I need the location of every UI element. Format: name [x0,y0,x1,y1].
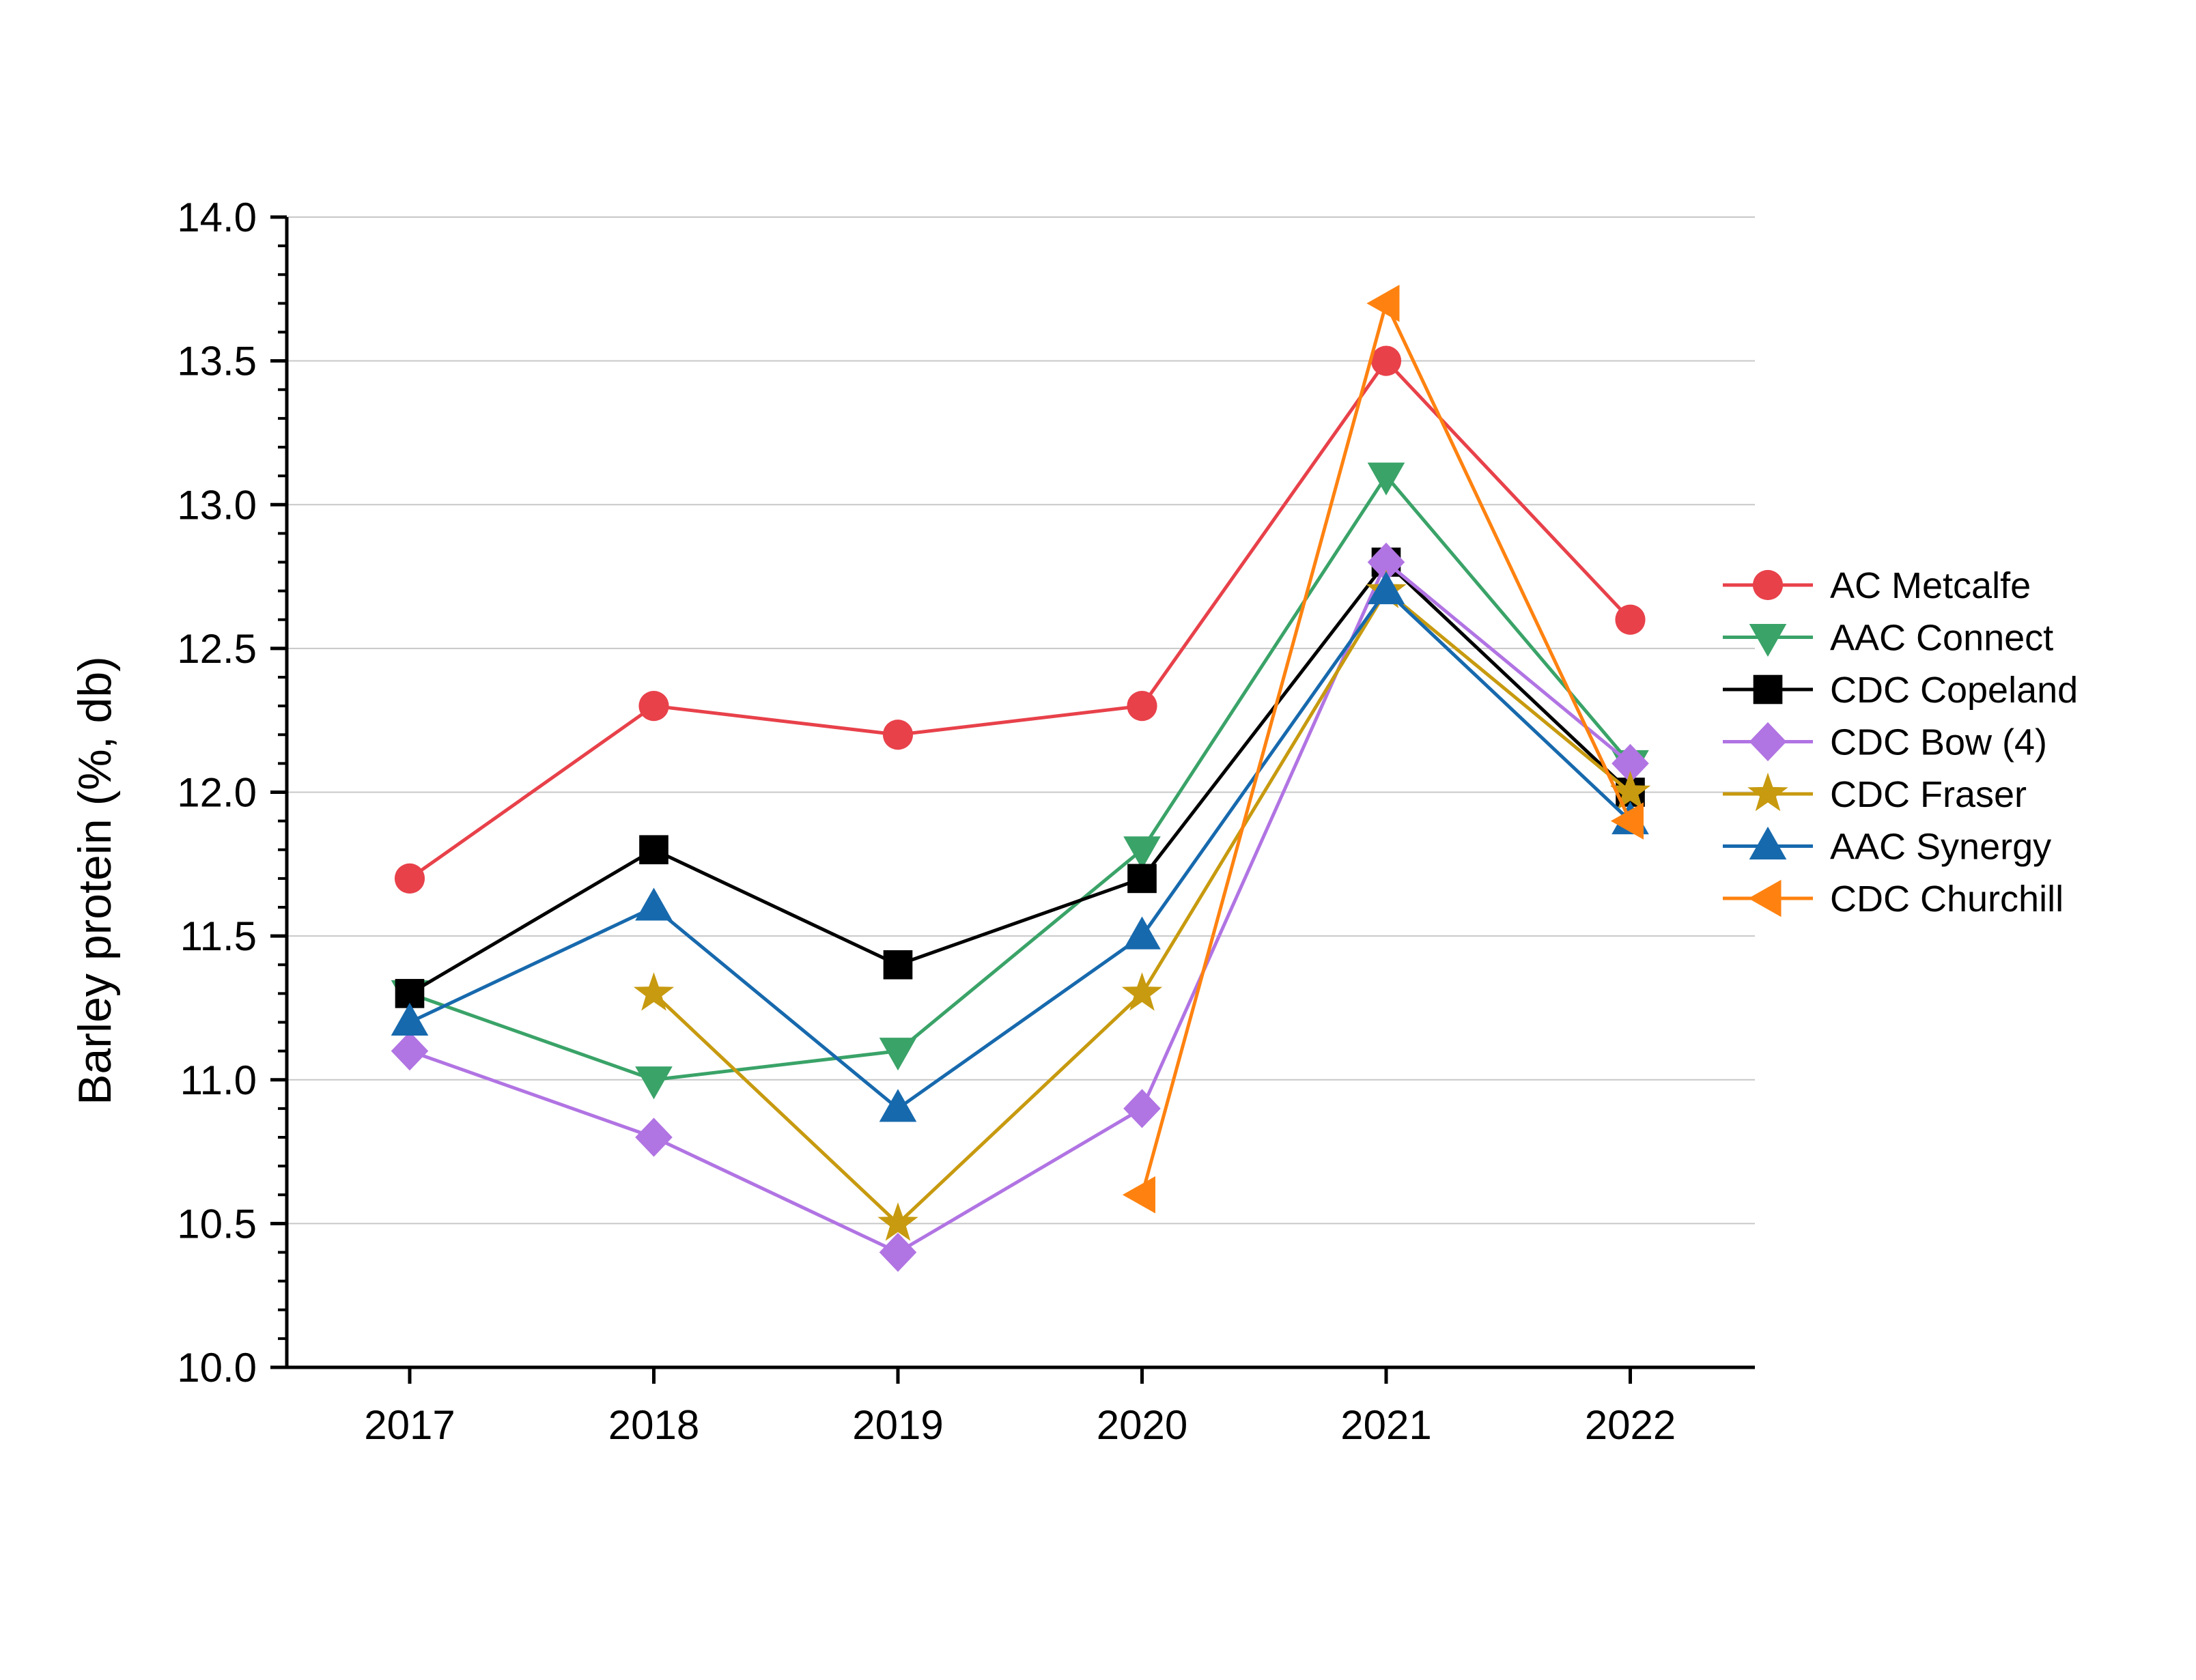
y-tick-label: 10.0 [177,1345,257,1391]
x-tick-label: 2021 [1340,1402,1431,1448]
legend-item: CDC Bow (4) [1723,722,2047,763]
data-point [877,1202,918,1241]
legend-marker [1749,826,1787,859]
legend-marker [1749,624,1787,657]
data-point [1122,1176,1155,1214]
y-tick-label: 12.0 [177,770,257,816]
data-point [1367,462,1405,496]
x-tick-label: 2019 [852,1402,943,1448]
x-tick-label: 2022 [1585,1402,1676,1448]
data-point [1367,571,1405,605]
series-ac-metcalfe [394,345,1646,894]
data-point [879,1232,917,1272]
legend-item: AC Metcalfe [1723,565,2031,606]
legend-label: CDC Fraser [1830,774,2027,815]
legend-marker [1747,772,1788,812]
y-tick-label: 11.0 [180,1057,257,1103]
data-point [639,835,668,865]
data-point [882,720,914,750]
series-line [408,359,1632,880]
y-tick-label: 13.0 [177,482,257,528]
data-point [394,863,425,894]
y-tick-label: 10.5 [177,1201,257,1247]
legend-label: CDC Churchill [1830,879,2064,920]
data-point [1123,1089,1161,1128]
legend-marker [1752,569,1784,601]
x-tick-label: 2020 [1097,1402,1187,1448]
legend-item: CDC Churchill [1723,879,2064,920]
y-axis-title: Barley protein (%, db) [69,656,121,1105]
legend-label: AAC Synergy [1830,827,2051,868]
data-point [635,1066,673,1100]
x-tick-label: 2018 [608,1402,699,1448]
data-point [635,887,673,921]
y-tick-label: 11.5 [180,913,257,959]
series-line [409,474,1632,1082]
data-point [391,1002,429,1036]
series-cdc-fraser [633,569,1651,1241]
legend-label: CDC Bow (4) [1830,722,2047,763]
x-axis-ticks: 2017 2018 2019 2020 2021 2022 [364,1367,1676,1448]
series-cdc-churchill [1122,285,1644,1214]
y-tick-label: 14.0 [177,195,257,240]
data-point [638,691,669,722]
data-point [1123,836,1161,870]
legend: AC Metcalfe AAC Connect CDC Copeland CDC Bo… [1723,565,2078,920]
data-point [635,1117,673,1157]
legend-label: CDC Copeland [1830,670,2078,711]
legend-label: AAC Connect [1830,618,2053,659]
data-point [633,972,675,1011]
data-point [883,950,913,980]
data-point [1121,972,1163,1011]
data-point [391,1031,429,1071]
legend-marker [1748,879,1782,917]
data-point [1127,864,1157,894]
data-point [1367,542,1405,582]
data-point [1609,771,1651,810]
series-aac-connect [391,462,1649,1100]
y-tick-label: 12.5 [177,626,257,672]
series-line [409,560,1632,1254]
data-point [1127,691,1157,722]
legend-item: AAC Synergy [1723,827,2051,868]
legend-item: CDC Copeland [1723,670,2078,711]
series-cdc-bow-4 [391,542,1649,1272]
series-line [1140,301,1632,1195]
x-tick-label: 2017 [364,1402,455,1448]
data-point [879,1038,917,1071]
data-point [1615,604,1646,635]
series-line [408,560,1632,995]
data-point [1610,802,1644,840]
data-point [1366,285,1400,322]
series-line [408,589,1632,1111]
y-axis-ticks: 10.0 10.5 11.0 11.5 12.0 12.5 13.0 13.5 14.0 [177,195,287,1391]
legend-item: CDC Fraser [1723,772,2027,815]
legend-item: AAC Connect [1723,618,2053,659]
data-point [1611,743,1649,783]
legend-marker [1749,722,1787,762]
series-line [652,589,1632,1225]
series-layer [391,285,1651,1272]
data-point [1123,916,1161,950]
legend-marker [1753,674,1783,704]
legend-label: AC Metcalfe [1830,565,2031,606]
data-point [1370,345,1402,376]
y-tick-label: 13.5 [177,339,257,384]
data-point [879,1089,917,1122]
